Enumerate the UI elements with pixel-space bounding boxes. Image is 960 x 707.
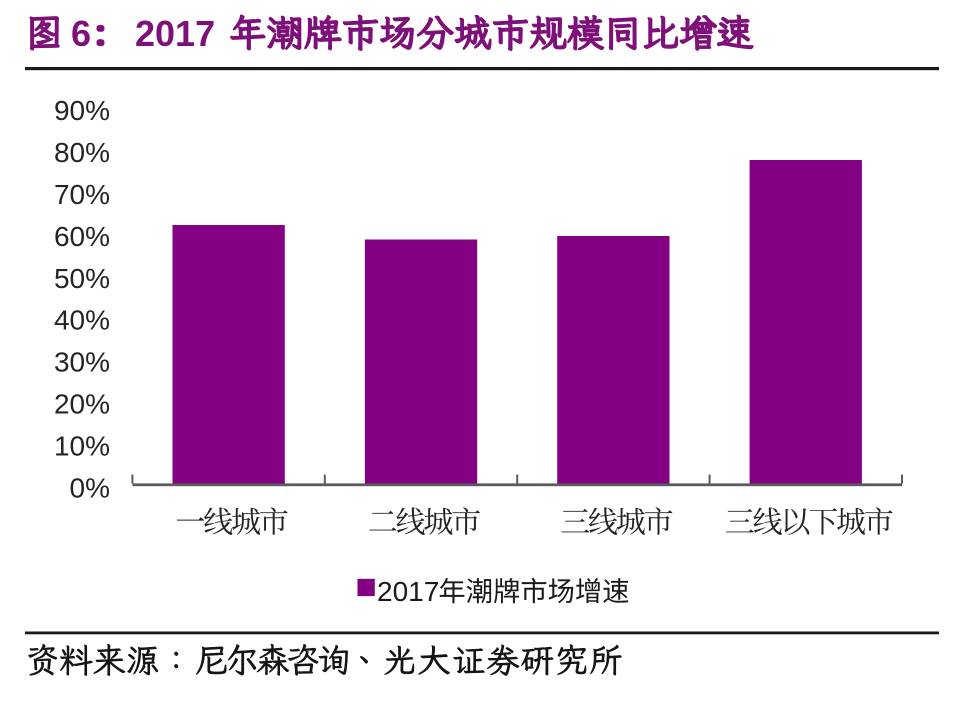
svg-text:2017: 2017 [135,13,215,54]
svg-text:0%: 0% [70,472,110,503]
svg-text:70%: 70% [54,179,110,210]
svg-text:80%: 80% [54,137,110,168]
svg-text:6: 6 [71,13,91,54]
svg-text:2017: 2017 [377,576,439,607]
svg-text:60%: 60% [54,221,110,252]
svg-text:50%: 50% [54,263,110,294]
svg-text:10%: 10% [54,430,110,461]
svg-text:40%: 40% [54,305,110,336]
svg-text:20%: 20% [54,389,110,420]
svg-text:30%: 30% [54,347,110,378]
svg-text:90%: 90% [54,95,110,126]
